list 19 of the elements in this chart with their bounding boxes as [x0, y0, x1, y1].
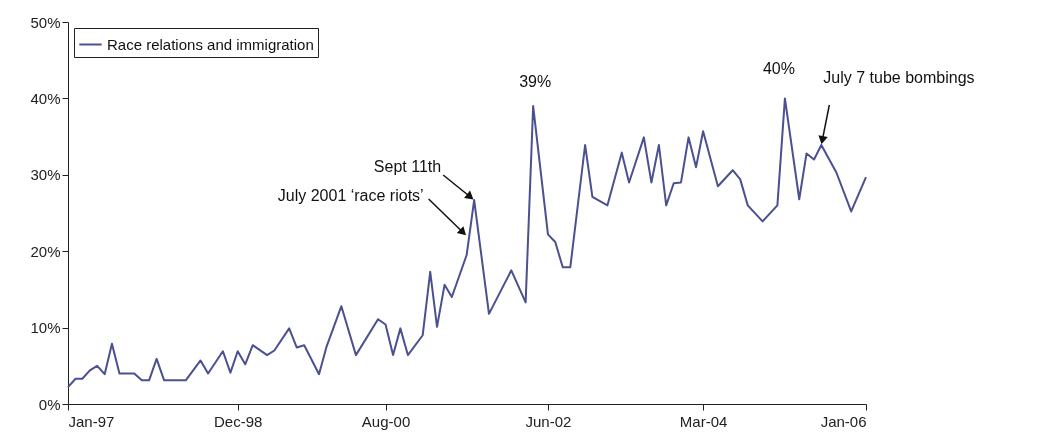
y-tick-label: 30%: [30, 166, 61, 184]
x-tick-label: Mar-04: [679, 412, 728, 430]
y-tick-label: 40%: [30, 89, 61, 107]
annotation: July 2001 ‘race riots’: [277, 186, 424, 204]
y-tick-label: 20%: [30, 242, 61, 260]
legend-label: Race relations and immigration: [107, 35, 314, 53]
x-tick-label: Jun-02: [525, 412, 572, 430]
y-tick-label: 0%: [38, 395, 61, 413]
annotation: July 7 tube bombings: [823, 69, 975, 86]
y-tick-label: 10%: [30, 319, 61, 337]
annotation: Sept 11th: [373, 158, 442, 176]
annotation: 40%: [762, 60, 795, 78]
x-tick-label: Jan-97: [68, 412, 115, 430]
x-tick-label: Aug-00: [361, 412, 411, 430]
x-tick-label: Dec-98: [214, 412, 263, 430]
annotation: 39%: [519, 73, 552, 91]
y-tick-label: 50%: [30, 13, 61, 31]
x-tick-label: Jan-06: [820, 412, 867, 430]
line-series: [67, 97, 867, 389]
